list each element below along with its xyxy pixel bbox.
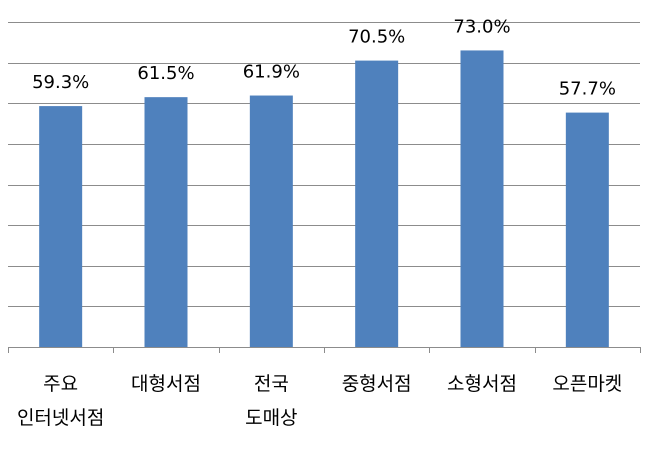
bars (39, 50, 609, 347)
category-label: 중형서점 (342, 373, 412, 395)
data-label: 59.3% (32, 72, 89, 93)
bar (39, 106, 83, 347)
category-label: 인터넷서점 (17, 407, 104, 429)
bar (249, 95, 293, 347)
data-label: 61.5% (137, 63, 194, 84)
data-labels: 59.3% 61.5% 61.9% 70.5% 73.0% 57.7% (32, 16, 616, 99)
category-label: 주요 (43, 373, 78, 395)
x-axis (8, 347, 641, 353)
bar (355, 60, 399, 347)
bar (565, 112, 609, 347)
data-label: 61.9% (243, 62, 300, 83)
data-label: 73.0% (453, 16, 510, 37)
bar (144, 97, 188, 347)
category-label: 전국 (254, 373, 289, 395)
gridlines (8, 22, 640, 307)
category-label: 소형서점 (447, 373, 517, 395)
bar (460, 50, 504, 347)
data-label: 70.5% (348, 27, 405, 48)
category-label: 도매상 (245, 407, 297, 429)
data-label: 57.7% (559, 79, 616, 100)
category-label: 오픈마켓 (552, 373, 622, 395)
category-label: 대형서점 (131, 373, 201, 395)
